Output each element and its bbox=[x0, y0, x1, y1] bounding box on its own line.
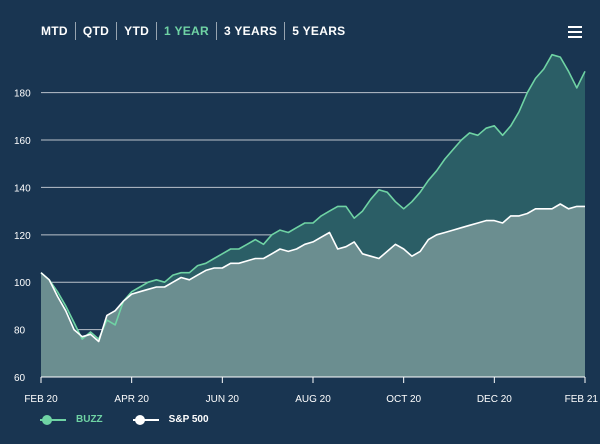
series-line-buzz bbox=[40, 53, 586, 340]
x-tick-label: APR 20 bbox=[114, 394, 149, 405]
range-mtd-button[interactable]: MTD bbox=[41, 24, 68, 38]
x-tick-label: OCT 20 bbox=[386, 394, 421, 405]
y-tick-label-100: 100 bbox=[14, 278, 31, 289]
y-tick-label-140: 140 bbox=[14, 183, 31, 194]
x-tick-label: FEB 20 bbox=[24, 394, 58, 405]
y-tick-label-180: 180 bbox=[14, 89, 31, 100]
chart-legend: BUZZ S&P 500 bbox=[40, 414, 239, 425]
chart-lines bbox=[40, 53, 586, 343]
range-selector: MTD QTD YTD 1 YEAR 3 YEARS 5 YEARS bbox=[34, 22, 352, 40]
range-1year-button[interactable]: 1 YEAR bbox=[156, 22, 216, 40]
range-3years-button[interactable]: 3 YEARS bbox=[215, 22, 284, 40]
legend-sp500-label: S&P 500 bbox=[168, 414, 209, 425]
chart-areas bbox=[41, 54, 585, 377]
y-tick-label-120: 120 bbox=[14, 231, 31, 242]
range-5years-button[interactable]: 5 YEARS bbox=[284, 22, 352, 40]
series-line-sp500 bbox=[40, 203, 585, 343]
legend-buzz-marker bbox=[40, 414, 66, 425]
x-tick-label: AUG 20 bbox=[295, 394, 331, 405]
legend-buzz-label: BUZZ bbox=[76, 414, 103, 425]
y-tick-label-60: 60 bbox=[14, 373, 26, 384]
area-sp500 bbox=[41, 204, 585, 377]
x-tick-label: DEC 20 bbox=[477, 394, 512, 405]
y-tick-label-80: 80 bbox=[14, 326, 26, 337]
range-ytd-button[interactable]: YTD bbox=[116, 22, 156, 40]
range-qtd-button[interactable]: QTD bbox=[74, 22, 116, 40]
legend-item-sp500[interactable]: S&P 500 bbox=[132, 414, 209, 425]
legend-sp500-marker bbox=[132, 414, 159, 425]
x-tick-label: JUN 20 bbox=[206, 394, 240, 405]
x-axis-ticks: FEB 20 APR 20 JUN 20 AUG 20 OCT 20 DEC 20 FEB … bbox=[24, 376, 599, 405]
y-axis-ticks: 60 80 100 120 140 160 180 bbox=[14, 89, 31, 384]
legend-item-buzz[interactable]: BUZZ bbox=[40, 414, 103, 425]
x-tick-label: FEB 21 bbox=[565, 394, 599, 405]
y-tick-label-160: 160 bbox=[14, 136, 31, 147]
hamburger-menu-icon[interactable] bbox=[568, 26, 582, 38]
